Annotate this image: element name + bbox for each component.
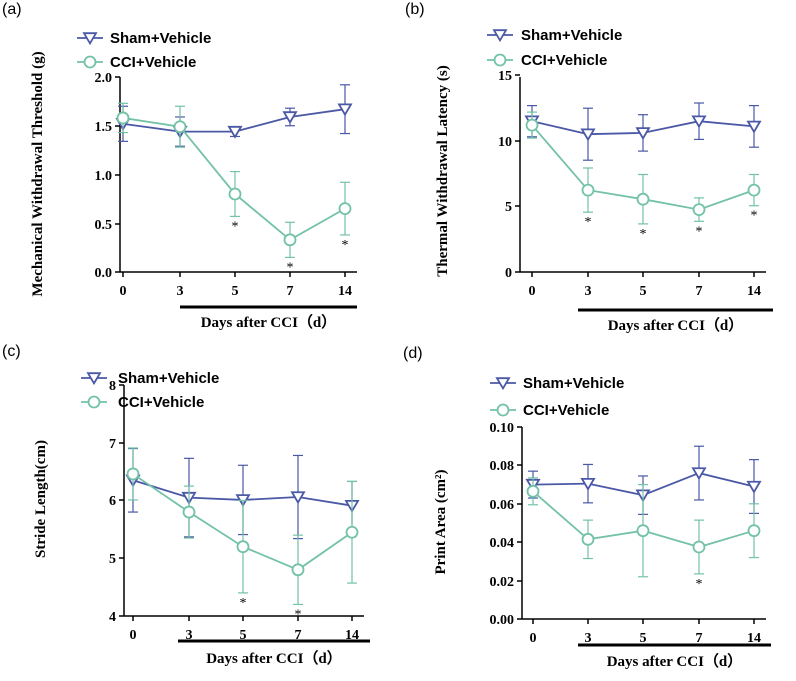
y-tick-label: 5 (505, 200, 512, 215)
legend-circle-marker (85, 57, 96, 68)
y-tick-label: 0.0 (95, 266, 113, 281)
y-axis-title: Thermal Withdrawal Latency (s) (435, 65, 451, 277)
legend-circle-marker (498, 405, 509, 416)
legend-label: CCI+Vehicle (523, 402, 609, 419)
y-tick-label: 2.0 (95, 71, 113, 86)
x-tick-label: 0 (120, 284, 127, 299)
x-axis-title: Days after CCI（d） (608, 316, 744, 334)
data-point-circle (347, 527, 358, 538)
y-tick-label: 7 (109, 437, 116, 452)
y-tick-label: 0.06 (490, 498, 515, 513)
data-point-circle (340, 203, 351, 214)
x-tick-label: 3 (585, 284, 592, 299)
panel-b: (b) Sham+Vehicle CCI+Vehicle 0 5 10 15 0 3 5 7 14 Th… (405, 1, 773, 334)
x-tick-label: 14 (338, 284, 352, 299)
series-sham-vehicle (117, 85, 351, 146)
data-point-circle (128, 468, 139, 479)
y-tick-label: 0.00 (490, 613, 515, 628)
y-tick-label: 6 (109, 494, 116, 509)
y-tick-label: 5 (109, 552, 116, 567)
significance-star: * (696, 224, 703, 239)
x-axis-title: Days after CCI（d） (607, 652, 743, 670)
panel-d: (d) Sham+Vehicle CCI+Vehicle 0.00 0.02 0.04 0.… (403, 345, 771, 670)
figure: (a) Sham+Vehicle CCI+Vehicle 0.0 0.5 1.0 1.5 2.… (0, 0, 796, 681)
data-point-circle (694, 542, 705, 553)
y-tick-label: 0.10 (490, 421, 515, 436)
data-point-circle (527, 120, 538, 131)
data-point-circle (230, 189, 241, 200)
x-tick-label: 5 (640, 284, 647, 299)
legend-label: Sham+Vehicle (110, 30, 211, 47)
y-tick-label: 4 (109, 610, 116, 625)
legend-label: Sham+Vehicle (118, 370, 219, 387)
x-tick-label: 7 (696, 284, 703, 299)
data-point-circle (583, 185, 594, 196)
data-point-circle (749, 525, 760, 536)
x-tick-label: 14 (747, 284, 761, 299)
data-point-circle (238, 541, 249, 552)
significance-star: * (751, 209, 758, 224)
y-tick-label: 0.02 (490, 575, 515, 590)
y-tick-label: 10 (498, 135, 512, 150)
panel-a: (a) Sham+Vehicle CCI+Vehicle 0.0 0.5 1.0 1.5 2.… (2, 1, 357, 331)
y-tick-label: 1.5 (95, 120, 113, 135)
x-tick-label: 0 (529, 284, 536, 299)
legend-label: Sham+Vehicle (523, 375, 624, 392)
x-tick-label: 0 (530, 631, 537, 646)
significance-star: * (585, 215, 592, 230)
y-tick-label: 1.0 (95, 169, 113, 184)
legend-circle-marker (495, 55, 506, 66)
data-point-circle (175, 121, 186, 132)
series-sham-vehicle (526, 103, 760, 160)
legend-label: CCI+Vehicle (118, 394, 204, 411)
data-point-triangle (748, 482, 760, 492)
significance-star: * (640, 227, 647, 242)
y-tick-label: 0.5 (95, 218, 113, 233)
legend-circle-marker (89, 397, 100, 408)
panel-label: (a) (2, 1, 22, 18)
y-tick-label: 8 (109, 379, 116, 394)
x-tick-label: 0 (130, 628, 137, 643)
data-point-circle (694, 204, 705, 215)
significance-star: * (240, 596, 247, 611)
panel-label: (c) (2, 343, 21, 360)
legend-label: CCI+Vehicle (110, 54, 196, 71)
significance-star: * (295, 607, 302, 622)
data-point-circle (583, 534, 594, 545)
y-tick-label: 15 (498, 69, 512, 84)
x-tick-label: 5 (232, 284, 239, 299)
legend-label: CCI+Vehicle (521, 52, 607, 69)
data-point-circle (528, 486, 539, 497)
panel-label: (b) (405, 1, 425, 18)
legend-label: Sham+Vehicle (521, 27, 622, 44)
data-point-circle (638, 525, 649, 536)
data-point-circle (293, 564, 304, 575)
significance-star: * (696, 577, 703, 592)
y-tick-label: 0.04 (490, 536, 515, 551)
y-tick-label: 0 (505, 266, 512, 281)
significance-star: * (232, 219, 239, 234)
panel-c: (c)Sham+VehicleCCI+Vehicle456780 3 5 7 14Str… (2, 343, 370, 667)
data-point-circle (749, 185, 760, 196)
x-axis-title: Days after CCI（d） (201, 313, 337, 331)
y-axis-title: Mechanical Withdrawal Threshold (g) (30, 51, 46, 296)
series-cci-vehicle (528, 478, 760, 577)
panel-label: (d) (403, 345, 423, 362)
data-point-circle (118, 112, 129, 123)
significance-star: * (287, 260, 294, 275)
data-point-circle (184, 507, 195, 518)
x-tick-label: 3 (177, 284, 184, 299)
y-axis-title: Print Area (cm²) (433, 469, 449, 574)
data-point-circle (638, 194, 649, 205)
significance-star: * (342, 238, 349, 253)
x-tick-label: 7 (287, 284, 294, 299)
y-tick-label: 0.08 (490, 459, 515, 474)
y-axis-title: Stride Length(cm) (33, 440, 49, 558)
x-axis-title: Days after CCI（d） (206, 649, 342, 667)
data-point-circle (285, 234, 296, 245)
